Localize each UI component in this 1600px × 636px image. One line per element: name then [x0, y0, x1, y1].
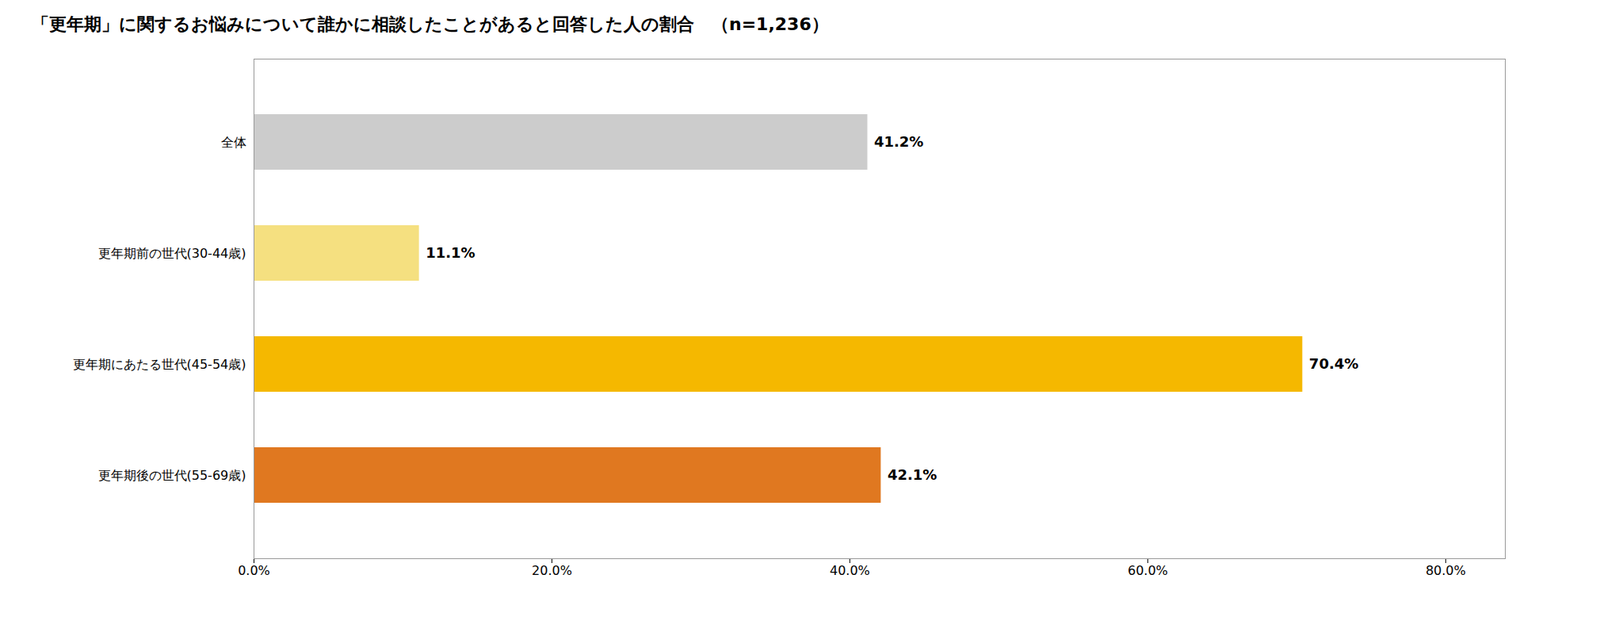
- svg-text:更年期後の世代(55-69歳): 更年期後の世代(55-69歳): [98, 467, 247, 483]
- svg-text:80.0%: 80.0%: [1425, 562, 1467, 578]
- svg-text:20.0%: 20.0%: [531, 562, 573, 578]
- svg-text:11.1%: 11.1%: [425, 244, 475, 261]
- svg-text:0.0%: 0.0%: [237, 562, 271, 578]
- svg-text:更年期にあたる世代(45-54歳): 更年期にあたる世代(45-54歳): [72, 356, 247, 372]
- svg-text:40.0%: 40.0%: [829, 562, 871, 578]
- svg-text:42.1%: 42.1%: [887, 465, 937, 483]
- svg-text:60.0%: 60.0%: [1127, 562, 1169, 578]
- svg-text:41.2%: 41.2%: [874, 133, 924, 150]
- html-text:「更年期」に関するお悩みについて誰かに相談したことがあると回: 「更年期」に関するお悩みについて誰かに相談したことがあると回答した人の割合 （n…: [31, 14, 829, 35]
- svg-text:全体: 全体: [221, 134, 247, 150]
- svg-text:更年期前の世代(30-44歳): 更年期前の世代(30-44歳): [98, 245, 247, 261]
- svg-text:70.4%: 70.4%: [1309, 355, 1359, 372]
